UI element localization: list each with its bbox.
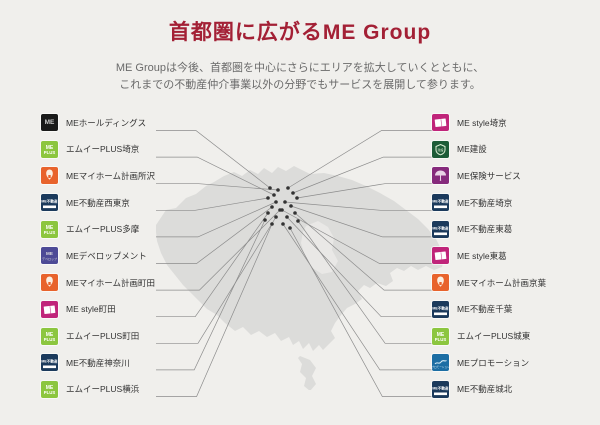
svg-text:ME: ME bbox=[45, 119, 55, 126]
svg-text:PLUS: PLUS bbox=[44, 337, 56, 342]
svg-text:ME不動産: ME不動産 bbox=[41, 358, 58, 363]
svg-text:ME: ME bbox=[46, 251, 53, 256]
svg-text:ME不動産: ME不動産 bbox=[432, 225, 449, 230]
svg-text:PLUS: PLUS bbox=[44, 230, 56, 235]
svg-text:デベロップ: デベロップ bbox=[42, 256, 57, 261]
svg-text:ME不動産: ME不動産 bbox=[41, 198, 58, 203]
svg-text:PLUS: PLUS bbox=[44, 150, 56, 155]
svg-text:ME不動産: ME不動産 bbox=[432, 198, 449, 203]
svg-text:ME不動産: ME不動産 bbox=[432, 305, 449, 310]
svg-text:PLUS: PLUS bbox=[435, 337, 447, 342]
svg-text:建設: 建設 bbox=[437, 146, 443, 151]
svg-text:PLUS: PLUS bbox=[44, 390, 56, 395]
svg-text:ME不動産: ME不動産 bbox=[432, 385, 449, 390]
svg-text:プロモーション: プロモーション bbox=[432, 365, 449, 369]
